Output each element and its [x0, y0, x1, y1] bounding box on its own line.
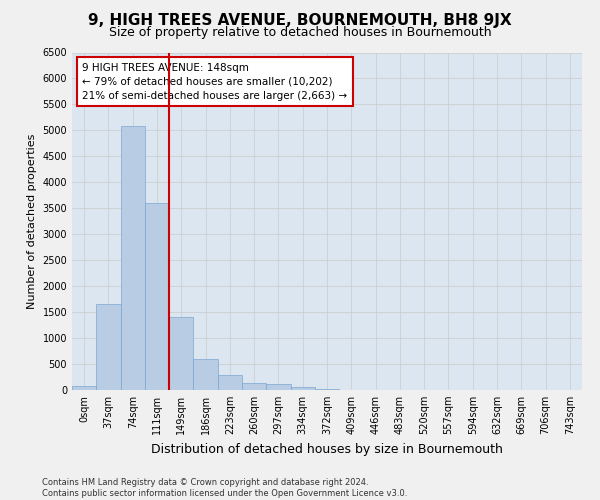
Bar [193, 359, 218, 390]
Y-axis label: Number of detached properties: Number of detached properties [27, 134, 37, 309]
Bar [96, 304, 121, 390]
Bar [121, 126, 145, 390]
Text: Size of property relative to detached houses in Bournemouth: Size of property relative to detached ho… [109, 26, 491, 39]
Bar [242, 383, 266, 390]
X-axis label: Distribution of detached houses by size in Bournemouth: Distribution of detached houses by size … [151, 442, 503, 456]
Bar [218, 375, 242, 390]
Text: 9, HIGH TREES AVENUE, BOURNEMOUTH, BH8 9JX: 9, HIGH TREES AVENUE, BOURNEMOUTH, BH8 9… [88, 12, 512, 28]
Bar [315, 389, 339, 390]
Bar [145, 203, 169, 390]
Bar [290, 386, 315, 390]
Text: Contains HM Land Registry data © Crown copyright and database right 2024.
Contai: Contains HM Land Registry data © Crown c… [42, 478, 407, 498]
Bar [169, 318, 193, 390]
Bar [72, 386, 96, 390]
Text: 9 HIGH TREES AVENUE: 148sqm
← 79% of detached houses are smaller (10,202)
21% of: 9 HIGH TREES AVENUE: 148sqm ← 79% of det… [82, 62, 347, 100]
Bar [266, 384, 290, 390]
